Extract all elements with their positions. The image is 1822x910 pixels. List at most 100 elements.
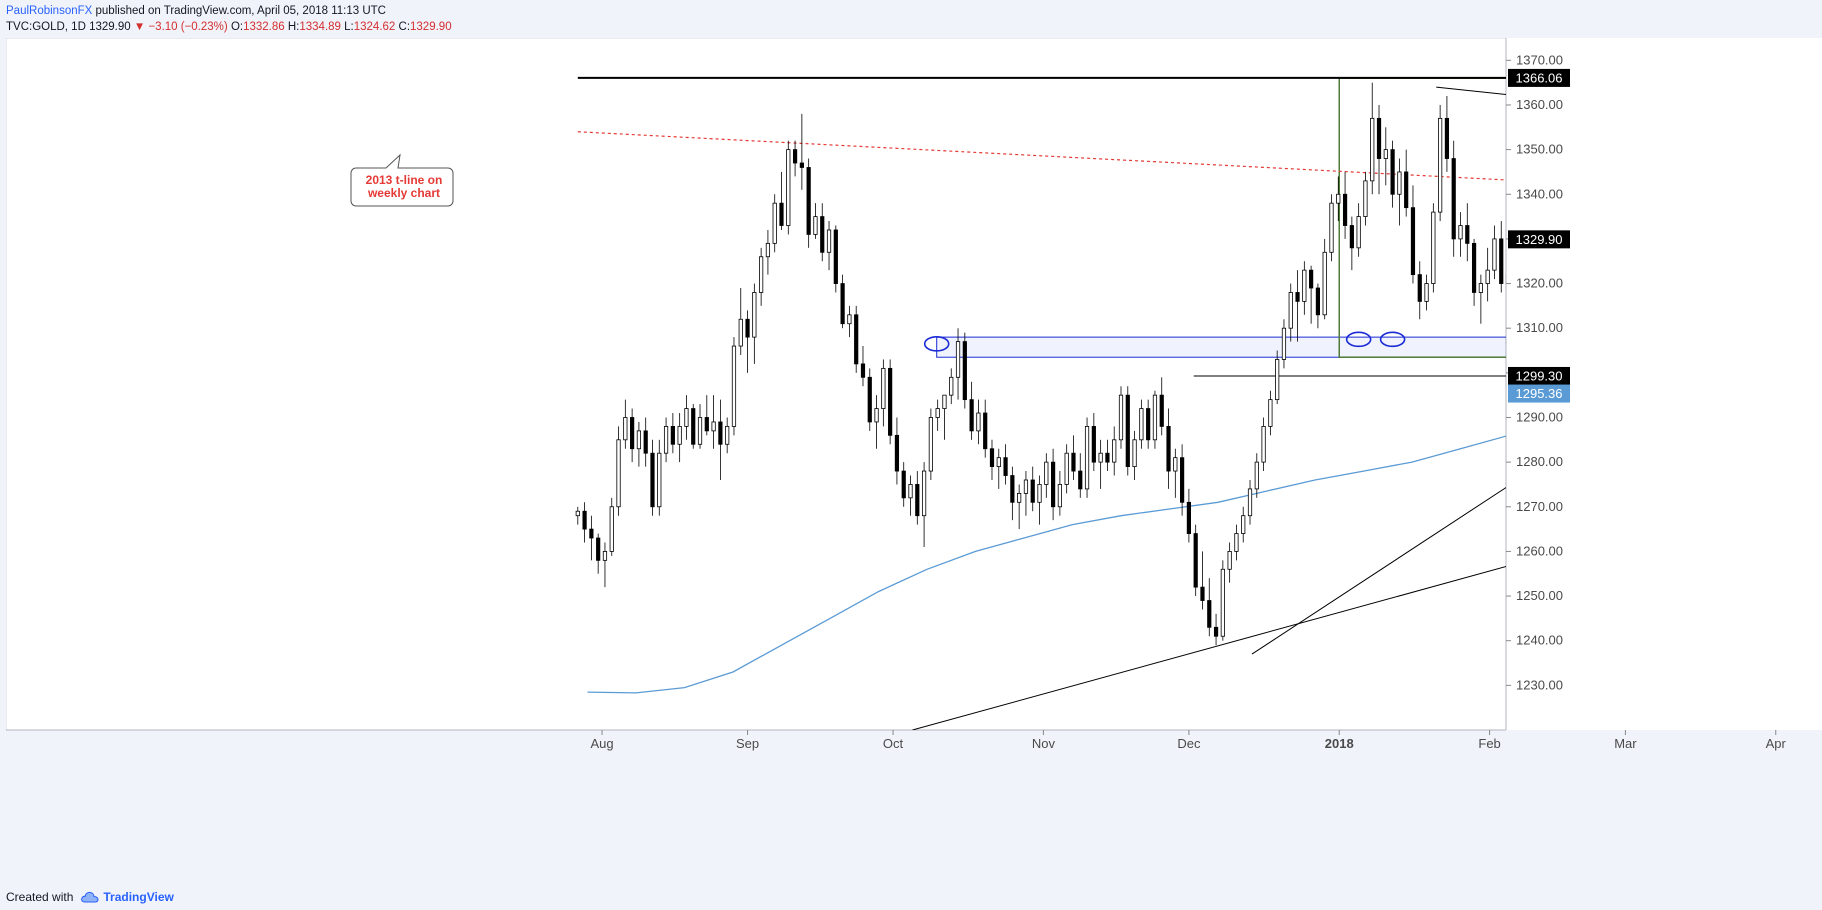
candle xyxy=(1363,171,1368,226)
candle-body-up xyxy=(1098,452,1103,463)
candle-body-up xyxy=(1356,216,1361,249)
candle-body-down xyxy=(1125,394,1130,467)
candle xyxy=(996,448,1001,489)
candle xyxy=(1064,444,1069,494)
candle-body-down xyxy=(1410,207,1416,276)
candle-body-down xyxy=(1186,501,1191,534)
candle-body-down xyxy=(1078,470,1083,490)
candle xyxy=(1295,270,1300,342)
x-tick-label: Aug xyxy=(590,736,613,751)
candle xyxy=(745,310,750,373)
candle xyxy=(609,497,614,556)
range-box xyxy=(1338,77,1506,358)
author-link[interactable]: PaulRobinsonFX xyxy=(6,5,93,17)
candle-body-down xyxy=(1193,533,1198,588)
y-tick-label: 1370.00 xyxy=(1516,52,1563,67)
candle-body-up xyxy=(1017,492,1022,503)
candle xyxy=(1302,261,1307,315)
candle-body-down xyxy=(840,283,845,325)
candle-body-down xyxy=(1315,287,1321,316)
chart-footer: Created with TradingView xyxy=(6,890,174,904)
candle xyxy=(867,368,872,431)
candle xyxy=(874,395,879,449)
candle xyxy=(1390,140,1395,208)
candle xyxy=(1309,265,1314,324)
price-chart[interactable]: 1230.00 1240.00 1250.00 1260.00 1270.00 1280.… xyxy=(6,38,1822,882)
y-tick-label: 1240.00 xyxy=(1516,633,1563,648)
chart-area[interactable]: 1230.00 1240.00 1250.00 1260.00 1270.00 1280.… xyxy=(6,38,1822,882)
candle-body-down xyxy=(901,470,906,499)
y-tick-label: 1290.00 xyxy=(1516,409,1563,424)
candle-body-up xyxy=(874,408,879,423)
candle-body-down xyxy=(989,448,995,467)
candle xyxy=(1315,283,1321,329)
candle xyxy=(942,394,947,440)
candle-body-down xyxy=(1417,274,1422,302)
candle-body-down xyxy=(1200,586,1205,601)
candle-body-up xyxy=(738,318,743,347)
candle xyxy=(1281,319,1287,369)
candle-body-down xyxy=(643,430,648,454)
candle-body-down xyxy=(867,376,872,423)
candle-body-up xyxy=(1336,193,1341,204)
candle xyxy=(955,328,961,400)
tradingview-link[interactable]: TradingView xyxy=(81,890,174,904)
candle xyxy=(650,439,655,516)
support-touch-circle xyxy=(923,336,950,352)
candle-body-up xyxy=(1302,269,1307,302)
candle-body-up xyxy=(1118,394,1124,441)
candle xyxy=(1356,203,1361,257)
candle xyxy=(1030,466,1035,512)
candle xyxy=(1118,386,1124,449)
candle-body-up xyxy=(1234,533,1239,552)
candle xyxy=(1146,399,1151,449)
candle xyxy=(1003,444,1008,485)
candle-body-up xyxy=(1037,484,1042,503)
candle xyxy=(847,305,852,338)
y-tick-label: 1270.00 xyxy=(1516,499,1563,514)
candle xyxy=(860,346,866,387)
candle-body-down xyxy=(589,528,594,539)
y-tick-label: 1230.00 xyxy=(1516,677,1563,692)
candle-body-up xyxy=(1458,225,1463,240)
open-value: 1332.86 xyxy=(243,21,285,33)
candle-body-up xyxy=(623,417,628,441)
candle-body-down xyxy=(860,363,866,378)
candle-body-up xyxy=(1241,515,1246,534)
candle-body-up xyxy=(1492,238,1497,271)
candle-body-down xyxy=(1451,158,1456,240)
candle-body-down xyxy=(1471,242,1477,293)
y-tick-label: 1280.00 xyxy=(1516,454,1563,469)
y-tick-label: 1310.00 xyxy=(1516,320,1563,335)
cloud-icon xyxy=(81,891,99,903)
candle-body-down xyxy=(1349,225,1354,249)
candle xyxy=(691,404,696,449)
candle-body-down xyxy=(1390,149,1395,195)
candle xyxy=(813,203,818,239)
candle xyxy=(1023,471,1029,516)
candle xyxy=(840,274,845,329)
candle-body-up xyxy=(1064,452,1069,485)
price-badge-label: 1295.36 xyxy=(1516,386,1563,401)
candle xyxy=(602,542,608,588)
candle-body-up xyxy=(1152,394,1158,441)
candle xyxy=(1247,479,1253,525)
candle-body-up xyxy=(921,470,927,517)
candle xyxy=(684,395,689,440)
candle xyxy=(806,158,811,248)
candle-body-up xyxy=(1281,327,1287,360)
2013-weekly-tline xyxy=(577,131,1506,181)
y-tick-label: 1360.00 xyxy=(1516,97,1563,112)
candle xyxy=(976,399,981,445)
candle-body-up xyxy=(1438,117,1443,213)
ohlc-line: TVC:GOLD, 1D 1329.90 ▼ −3.10 (−0.23%) O:… xyxy=(6,19,452,35)
candle xyxy=(663,417,669,463)
candle-body-down xyxy=(1051,461,1056,508)
candle-body-up xyxy=(996,457,1001,467)
candle-body-down xyxy=(1295,292,1300,302)
candle-body-up xyxy=(1227,551,1232,570)
candle xyxy=(826,221,832,271)
candle xyxy=(1098,439,1103,489)
time-axis-background xyxy=(6,730,1822,882)
candle xyxy=(1010,466,1015,521)
